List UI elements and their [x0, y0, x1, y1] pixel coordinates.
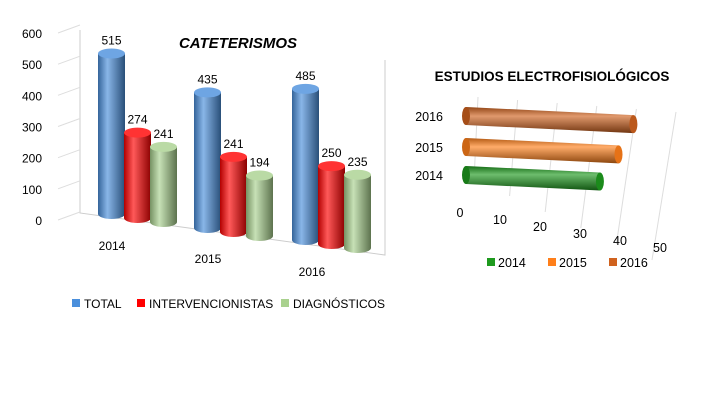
x-tick-label: 10: [493, 213, 507, 227]
gridline: [57, 180, 81, 190]
gridline: [57, 118, 81, 127]
y-tick-label: 2016: [415, 110, 443, 124]
legend-label: INTERVENCIONISTAS: [149, 297, 273, 311]
bar-top: [344, 169, 371, 180]
x-tick-label: 2014: [99, 239, 126, 253]
x-tick-label: 40: [613, 234, 627, 248]
legend-swatch: [487, 258, 495, 266]
gridline: [57, 55, 81, 65]
bar-top: [246, 170, 273, 181]
gridline: [57, 86, 81, 96]
bar-top: [220, 151, 247, 162]
legend-swatch: [72, 299, 80, 307]
bar-top: [150, 141, 177, 152]
data-label: 241: [223, 137, 243, 151]
y-tick-label: 400: [22, 89, 42, 103]
data-label: 194: [249, 156, 269, 170]
y-tick-label: 300: [22, 121, 42, 135]
y-tick-label: 100: [22, 183, 42, 197]
data-label: 241: [153, 127, 173, 141]
y-tick-label: 0: [35, 214, 42, 228]
x-tick-label: 2015: [195, 252, 222, 266]
legend-label: 2015: [559, 256, 587, 270]
bar-top: [318, 161, 345, 172]
legend-swatch: [281, 299, 289, 307]
y-tick-label: 2015: [415, 141, 443, 155]
bar-diagnósticos-2014: [150, 141, 177, 227]
bar-top: [292, 83, 319, 94]
y-tick-label: 2014: [415, 169, 443, 183]
bar-intervencionistas-2015: [220, 151, 247, 237]
bar-intervencionistas-2016: [318, 161, 345, 249]
gridline: [57, 24, 81, 34]
bar-2015: [462, 138, 623, 164]
legend-label: DIAGNÓSTICOS: [293, 296, 385, 311]
x-tick-label: 0: [457, 206, 464, 220]
data-label: 235: [347, 155, 367, 169]
cateterismos-chart: CATETERISMOS 0 100 200 300 400 500 600 2014 2015 2…: [22, 24, 386, 311]
bar-total-2015: [194, 87, 221, 234]
bar-2014: [462, 166, 604, 191]
legend-swatch: [548, 258, 556, 266]
y-tick-label: 200: [22, 152, 42, 166]
data-label: 515: [101, 33, 121, 47]
gridline: [57, 149, 81, 159]
data-label: 274: [127, 113, 147, 127]
gridline: [651, 111, 677, 261]
y-tick-label: 600: [22, 27, 42, 41]
chart-title: ESTUDIOS ELECTROFISIOLÓGICOS: [435, 69, 670, 84]
bar-top: [124, 127, 151, 138]
data-label: 250: [321, 146, 341, 160]
bar-end: [614, 145, 623, 164]
x-tick-label: 20: [533, 220, 547, 234]
bar-total-2014: [98, 48, 125, 219]
x-tick-label: 2016: [299, 265, 326, 279]
data-label: 435: [197, 72, 217, 86]
x-tick-label: 50: [653, 241, 667, 255]
electrofisiologicos-chart: ESTUDIOS ELECTROFISIOLÓGICOS 0 10 20 30 40 50 2…: [415, 69, 677, 270]
bar-total-2016: [292, 83, 319, 245]
legend-label: 2014: [498, 256, 526, 270]
y-tick-label: 500: [22, 58, 42, 72]
legend-swatch: [609, 258, 617, 266]
legend-label: 2016: [620, 256, 648, 270]
bar-end: [595, 172, 604, 191]
legend-swatch: [137, 299, 145, 307]
data-label: 485: [295, 69, 315, 83]
bar-intervencionistas-2014: [124, 127, 151, 224]
bar-top: [194, 87, 221, 98]
bar-2016: [462, 107, 638, 134]
gridline: [57, 211, 81, 221]
legend-label: TOTAL: [84, 297, 122, 311]
bar-diagnósticos-2015: [246, 170, 273, 241]
bar-diagnósticos-2016: [344, 169, 371, 254]
bar-end: [629, 115, 638, 134]
x-tick-label: 30: [573, 227, 587, 241]
bar-top: [98, 48, 125, 59]
chart-title: CATETERISMOS: [179, 35, 297, 52]
